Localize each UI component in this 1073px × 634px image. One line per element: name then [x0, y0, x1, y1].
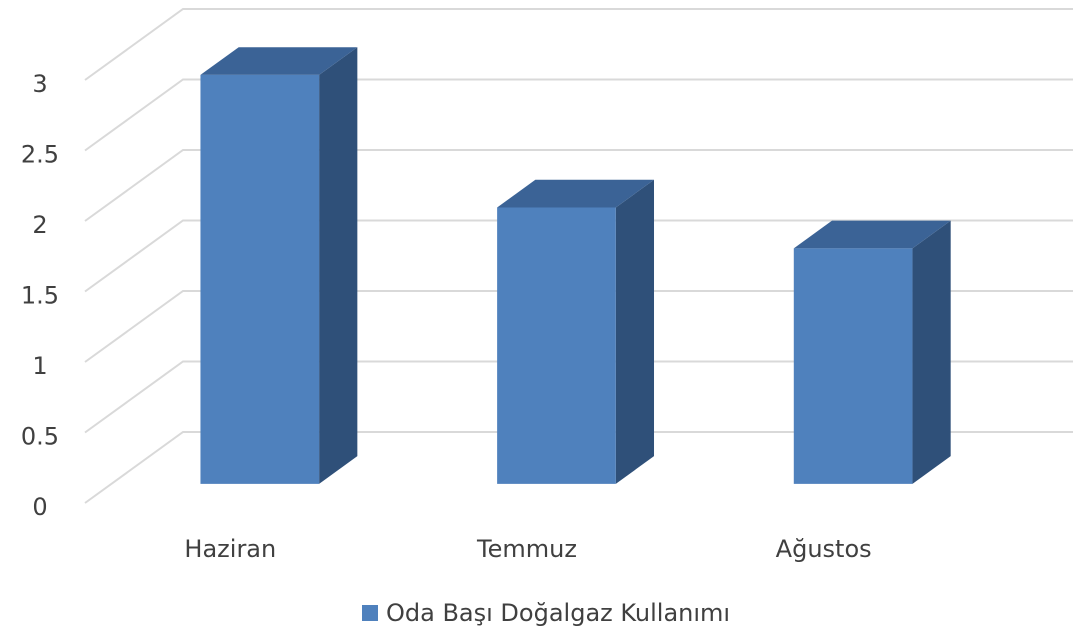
bar-top — [793, 220, 951, 249]
y-tick-label: 0.5 — [21, 423, 59, 451]
y-tick-label: 2 — [32, 211, 47, 239]
bar — [793, 220, 951, 484]
bar-top — [200, 47, 358, 75]
y-tick-label: 0 — [32, 493, 47, 521]
grid-line — [84, 431, 1073, 504]
bar-side — [912, 220, 951, 484]
bar-front — [200, 74, 320, 484]
y-tick-label: 1 — [32, 352, 47, 380]
legend-swatch — [362, 605, 378, 621]
y-tick-label: 3 — [32, 70, 47, 98]
legend-label: Oda Başı Doğalgaz Kullanımı — [386, 599, 730, 627]
bar-front — [497, 207, 616, 484]
grid-line — [84, 290, 1073, 363]
grid-line — [84, 360, 1073, 434]
y-tick-label: 2.5 — [21, 141, 59, 169]
y-tick-label: 1.5 — [21, 282, 59, 310]
x-tick-label: Ağustos — [776, 535, 872, 563]
bar-side — [319, 47, 358, 484]
bar-top — [497, 179, 655, 208]
bar — [200, 47, 358, 484]
grid-line — [84, 8, 1073, 81]
bar — [497, 179, 655, 484]
bar-front — [793, 248, 913, 484]
grid-line — [84, 219, 1073, 293]
bar-side — [615, 179, 655, 484]
x-tick-label: Temmuz — [476, 535, 577, 563]
grid-line — [84, 78, 1073, 152]
grid-line — [84, 149, 1073, 222]
x-tick-label: Haziran — [184, 535, 276, 563]
